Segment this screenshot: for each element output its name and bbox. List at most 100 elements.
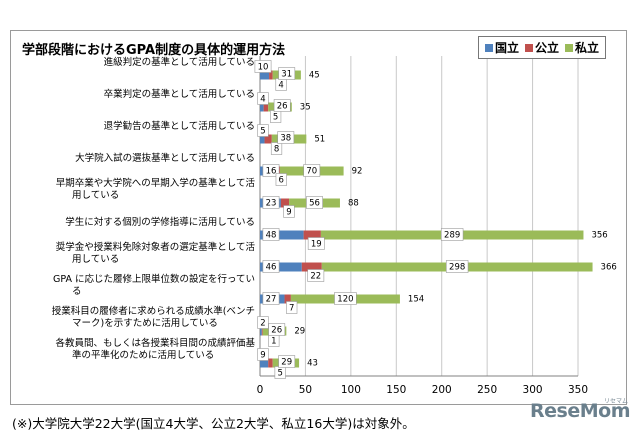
value-label-public-box xyxy=(307,269,325,282)
value-label-private: 38 xyxy=(280,134,291,144)
legend-swatch-public xyxy=(525,43,534,52)
category-label-line: 準の平準化のために活用している xyxy=(72,349,214,361)
bar-segment xyxy=(268,358,273,368)
value-label-national-box xyxy=(262,292,280,305)
category-label-line: 各教員間、もしくは各授業科目間の成績評価基 xyxy=(55,337,255,349)
chart-legend: 国立 公立 私立 xyxy=(478,36,607,59)
bar-segment xyxy=(260,262,302,272)
category-label: 授業科目の履修者に求められる成績水準(ベンチマーク)を示すために活用している xyxy=(52,305,255,329)
value-label-public: 8 xyxy=(274,145,279,155)
category-label: 卒業判定の基準として活用している xyxy=(104,88,255,100)
legend-item-national: 国立 xyxy=(485,39,519,56)
value-label-private-box xyxy=(306,196,323,209)
bar-segment xyxy=(263,102,269,112)
category-label: 早期卒業や大学院への早期入学の基準として活用している xyxy=(56,177,256,201)
chart-title: 学部段階におけるGPA制度の具体的運用方法 xyxy=(22,43,286,58)
value-label-public-box xyxy=(283,205,295,218)
value-label-national-box xyxy=(257,92,269,105)
value-label-total: 35 xyxy=(300,103,311,113)
x-tick-label: 0 xyxy=(257,384,264,396)
footnote: (※)大学院大学22大学(国立4大学、公立2大学、私立16大学)は対象外。 xyxy=(12,416,415,431)
value-label-national: 2 xyxy=(260,319,265,329)
category-label-line: 授業科目の履修者に求められる成績水準(ベンチ xyxy=(52,305,255,317)
value-label-private-box xyxy=(273,99,291,112)
legend-label-private: 私立 xyxy=(575,41,600,55)
bar-segment xyxy=(301,262,322,272)
value-label-private: 31 xyxy=(281,70,292,80)
value-label-private-box xyxy=(278,67,296,80)
value-label-national-box xyxy=(254,60,272,73)
value-label-public-box xyxy=(270,142,283,155)
category-label-line: 用している xyxy=(72,190,119,201)
value-label-private: 26 xyxy=(271,326,282,336)
x-tick-label: 350 xyxy=(568,384,588,396)
x-tick-label: 300 xyxy=(523,384,543,396)
bar-segment xyxy=(261,326,263,336)
bar-segment xyxy=(260,134,265,144)
value-label-total: 43 xyxy=(307,359,318,369)
category-label: 退学勧告の基準として活用している xyxy=(104,120,255,132)
bar-segment xyxy=(264,134,272,144)
value-label-public-box xyxy=(286,301,298,314)
value-label-public: 19 xyxy=(311,240,322,250)
bar-segment xyxy=(260,230,304,240)
value-label-total: 154 xyxy=(408,295,424,305)
value-label-national: 9 xyxy=(260,351,265,361)
value-label-national: 46 xyxy=(266,263,277,273)
logo-subtext: リセマム xyxy=(603,398,628,405)
value-label-total: 29 xyxy=(294,327,305,337)
value-label-national: 4 xyxy=(260,95,265,105)
category-label-line: マーク)を示すために活用している xyxy=(72,317,218,329)
value-label-national: 27 xyxy=(266,295,277,305)
value-label-public: 4 xyxy=(278,81,283,91)
category-label-line: 用している xyxy=(72,254,119,265)
legend-label-national: 国立 xyxy=(495,41,520,55)
value-label-private-box xyxy=(440,228,464,241)
category-label: 学生に対する個別の学修指導に活用している xyxy=(65,216,255,228)
bar-segment xyxy=(280,198,290,208)
value-label-total: 45 xyxy=(309,71,320,81)
category-label: 進級判定の基準として活用している xyxy=(104,56,255,68)
bar-segment xyxy=(260,70,270,80)
x-tick-label: 250 xyxy=(477,384,497,396)
legend-item-private: 私立 xyxy=(565,39,599,56)
value-label-private: 70 xyxy=(306,167,317,177)
legend-item-public: 公立 xyxy=(525,39,559,56)
value-label-private: 120 xyxy=(337,295,353,305)
value-label-public: 7 xyxy=(289,304,294,314)
chart-frame xyxy=(10,30,627,405)
value-label-private-box xyxy=(445,260,469,273)
bar-segment xyxy=(269,70,273,80)
category-label: GPA に応じた履修上限単位数の設定を行っている xyxy=(53,273,255,297)
category-label-line: GPA に応じた履修上限単位数の設定を行ってい xyxy=(53,273,255,285)
x-tick-label: 50 xyxy=(299,384,312,396)
value-label-public: 1 xyxy=(271,337,276,347)
value-label-national-box xyxy=(262,260,280,273)
value-label-private-box xyxy=(303,164,321,177)
legend-swatch-private xyxy=(565,43,574,52)
x-tick-label: 100 xyxy=(341,384,361,396)
value-label-private: 298 xyxy=(449,263,465,273)
value-label-public: 5 xyxy=(273,113,278,123)
value-label-private-box xyxy=(278,355,296,368)
value-label-private: 26 xyxy=(277,102,288,112)
value-label-national-box xyxy=(257,124,269,137)
value-label-public: 6 xyxy=(279,176,284,186)
value-label-total: 92 xyxy=(352,167,363,177)
category-label-line: 早期卒業や大学院への早期入学の基準として活 xyxy=(56,177,256,189)
bar-segment xyxy=(260,358,269,368)
value-label-total: 366 xyxy=(601,263,617,273)
value-label-national: 48 xyxy=(266,231,277,241)
value-label-private: 56 xyxy=(309,199,320,209)
value-label-total: 88 xyxy=(348,199,359,209)
value-label-public: 22 xyxy=(310,272,321,282)
value-label-private-box xyxy=(268,323,286,336)
value-label-national: 23 xyxy=(266,199,277,209)
value-label-private-box xyxy=(277,131,295,144)
value-label-national-box xyxy=(262,196,280,209)
bar-segment xyxy=(303,230,321,240)
value-label-public-box xyxy=(275,173,287,186)
value-label-public: 5 xyxy=(277,369,282,379)
value-label-national: 5 xyxy=(260,127,265,137)
